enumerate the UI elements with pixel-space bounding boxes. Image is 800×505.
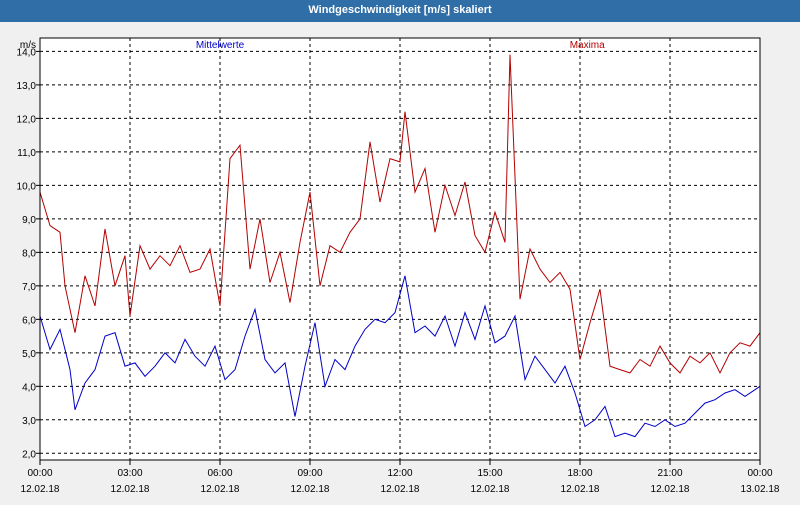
x-tick-label-time: 00:00 bbox=[27, 468, 52, 479]
legend-mittelwerte: Mittelwerte bbox=[196, 40, 245, 51]
x-tick-label-date: 12.02.18 bbox=[201, 484, 240, 495]
x-tick-label-time: 06:00 bbox=[207, 468, 232, 479]
series-line-mittelwerte bbox=[39, 275, 761, 438]
x-tick-label-date: 12.02.18 bbox=[651, 484, 690, 495]
y-tick-label: 7,0 bbox=[22, 282, 36, 293]
x-tick-label-date: 12.02.18 bbox=[381, 484, 420, 495]
y-tick-label: 11,0 bbox=[17, 148, 36, 159]
x-tick-label-date: 12.02.18 bbox=[111, 484, 150, 495]
window-title: Windgeschwindigkeit [m/s] skaliert bbox=[0, 0, 800, 22]
y-tick-label: 8,0 bbox=[22, 248, 36, 259]
legend-maxima: Maxima bbox=[570, 40, 605, 51]
x-tick-label-date: 12.02.18 bbox=[561, 484, 600, 495]
y-tick-label: 12,0 bbox=[17, 114, 37, 125]
chart-area: 2,0 3,0 4,0 5,0 6,0 7,0 8,0 9,0 10,0 11,0 12,0 13,0… bbox=[0, 22, 800, 500]
y-tick-label: 10,0 bbox=[17, 181, 37, 192]
y-tick-label: 4,0 bbox=[22, 382, 36, 393]
x-tick-label-time: 15:00 bbox=[477, 468, 502, 479]
y-tick-label: 3,0 bbox=[22, 416, 36, 427]
x-tick-label-time: 18:00 bbox=[567, 468, 592, 479]
x-tick-label-date: 13.02.18 bbox=[741, 484, 780, 495]
y-tick-label: 2,0 bbox=[22, 449, 36, 460]
x-tick-label-date: 12.02.18 bbox=[291, 484, 330, 495]
x-tick-label-time: 21:00 bbox=[657, 468, 682, 479]
x-tick-label-time: 00:00 bbox=[747, 468, 772, 479]
x-tick-label-date: 12.02.18 bbox=[471, 484, 510, 495]
series-line-maxima bbox=[39, 54, 761, 375]
y-tick-label: 9,0 bbox=[22, 215, 36, 226]
x-tick-label-time: 09:00 bbox=[297, 468, 322, 479]
y-axis-label: m/s bbox=[20, 40, 36, 51]
y-tick-label: 5,0 bbox=[22, 349, 36, 360]
y-tick-label: 6,0 bbox=[22, 315, 36, 326]
x-tick-label-date: 12.02.18 bbox=[21, 484, 60, 495]
y-tick-label: 13,0 bbox=[17, 81, 37, 92]
x-tick-label-time: 03:00 bbox=[117, 468, 142, 479]
line-chart: 2,0 3,0 4,0 5,0 6,0 7,0 8,0 9,0 10,0 11,0 12,0 13,0… bbox=[17, 37, 780, 495]
x-tick-label-time: 12:00 bbox=[387, 468, 412, 479]
plot-frame bbox=[39, 37, 761, 461]
y-tick-label: 14,0 bbox=[17, 47, 37, 58]
